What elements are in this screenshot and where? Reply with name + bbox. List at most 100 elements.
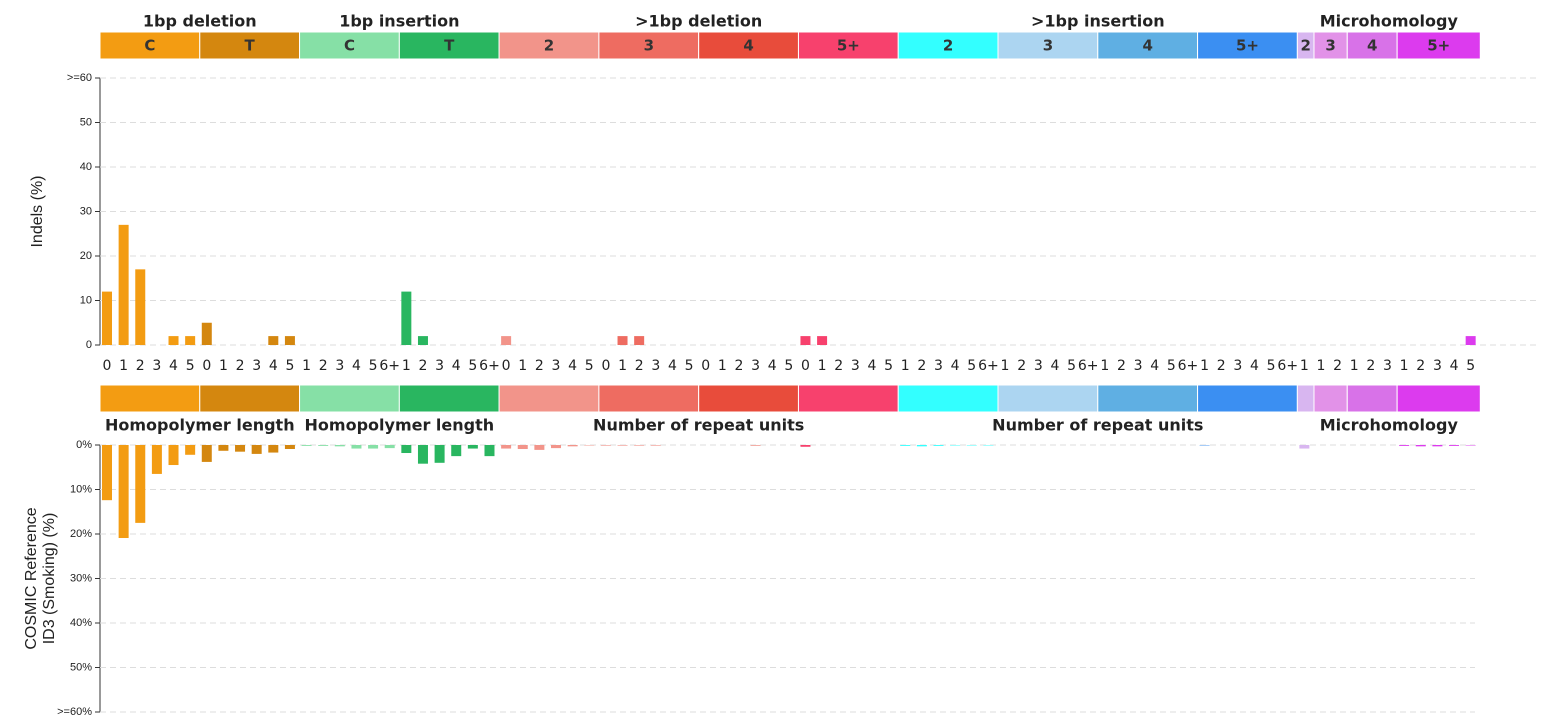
x-tick-label: 5 <box>1067 358 1076 374</box>
y-axis-label: ID3 (Smoking) (%) <box>41 513 58 645</box>
x-tick-label: 4 <box>1250 358 1259 374</box>
x-tick-label: 3 <box>1233 358 1242 374</box>
subgroup-label: 4 <box>1367 37 1377 55</box>
bar <box>634 336 645 345</box>
x-tick-label: 3 <box>1134 358 1143 374</box>
y-tick-label: >=60% <box>57 706 92 718</box>
category-band <box>498 384 600 413</box>
x-tick-label: 5 <box>967 358 976 374</box>
bar <box>517 445 528 450</box>
x-tick-label: 1 <box>618 358 627 374</box>
bar <box>1399 445 1410 446</box>
y-tick-label: 40% <box>70 617 92 629</box>
category-band <box>498 31 600 60</box>
y-tick-label: >=60 <box>67 72 92 84</box>
bar <box>201 445 212 462</box>
x-tick-label: 2 <box>1217 358 1226 374</box>
category-band <box>1197 384 1298 413</box>
x-tick-label: 5 <box>285 358 294 374</box>
category-band <box>199 31 301 60</box>
bar <box>301 445 312 446</box>
x-tick-label: 3 <box>1433 358 1442 374</box>
bar <box>551 445 562 449</box>
category-band <box>797 384 899 413</box>
x-tick-label: 5 <box>784 358 793 374</box>
subgroup-label: 5+ <box>1427 37 1450 55</box>
bar <box>933 445 944 446</box>
x-tick-label: 3 <box>1383 358 1392 374</box>
x-tick-label: 5 <box>1466 358 1475 374</box>
x-tick-label: 2 <box>136 358 145 374</box>
y-tick-label: 20% <box>70 528 92 540</box>
x-tick-label: 1 <box>1200 358 1209 374</box>
x-tick-label: 3 <box>1034 358 1043 374</box>
x-tick-label: 1 <box>518 358 527 374</box>
bar <box>102 445 112 501</box>
x-tick-label: 3 <box>335 358 344 374</box>
x-tick-label: 3 <box>851 358 860 374</box>
bar <box>284 336 295 345</box>
x-tick-label: 3 <box>435 358 444 374</box>
group-title: 1bp insertion <box>339 12 459 31</box>
subgroup-label: 5+ <box>837 37 860 55</box>
x-tick-label: 1 <box>302 358 311 374</box>
x-tick-label: 2 <box>319 358 328 374</box>
category-band <box>99 384 201 413</box>
y-tick-label: 10 <box>80 294 92 306</box>
group-title: Microhomology <box>1320 12 1459 31</box>
x-tick-label: 4 <box>768 358 777 374</box>
category-band <box>398 384 500 413</box>
bar <box>1465 336 1476 345</box>
x-tick-label: 4 <box>1150 358 1159 374</box>
y-axis-label: Indels (%) <box>29 175 46 247</box>
y-tick-label: 30 <box>80 205 92 217</box>
bar <box>318 445 329 446</box>
bar <box>268 445 279 453</box>
group-title: >1bp deletion <box>635 12 762 31</box>
bar <box>135 269 146 345</box>
bar <box>417 445 428 464</box>
bar <box>384 445 395 449</box>
group-bottom-label: Homopolymer length <box>105 416 295 435</box>
category-band <box>1313 384 1348 413</box>
x-tick-label: 2 <box>535 358 544 374</box>
x-tick-label: 2 <box>1333 358 1342 374</box>
x-tick-label: 4 <box>668 358 677 374</box>
x-tick-label: 1 <box>119 358 128 374</box>
x-tick-label: 5 <box>884 358 893 374</box>
x-tick-label: 2 <box>236 358 245 374</box>
x-tick-label: 4 <box>1450 358 1459 374</box>
subgroup-label: C <box>344 37 355 55</box>
bar <box>401 445 412 454</box>
y-tick-label: 0% <box>76 439 92 451</box>
group-title: >1bp insertion <box>1031 12 1165 31</box>
category-band <box>99 31 201 60</box>
x-tick-label: 2 <box>1366 358 1375 374</box>
bar <box>351 445 362 449</box>
category-band <box>1197 31 1298 60</box>
x-tick-label: 1 <box>1317 358 1326 374</box>
subgroup-label: T <box>444 37 455 55</box>
x-tick-label: 2 <box>834 358 843 374</box>
subgroup-label: C <box>144 37 155 55</box>
bar <box>168 445 179 466</box>
bar <box>118 224 129 345</box>
group-bottom-label: Number of repeat units <box>593 416 804 435</box>
subgroup-label: 2 <box>544 37 554 55</box>
bar <box>334 445 345 447</box>
bar <box>434 445 445 463</box>
x-tick-label: 5 <box>585 358 594 374</box>
category-band <box>598 31 700 60</box>
category-band <box>299 384 400 413</box>
group-bottom-label: Homopolymer length <box>305 416 495 435</box>
x-tick-label: 5 <box>468 358 477 374</box>
bar <box>817 336 828 345</box>
bar <box>251 445 262 454</box>
bar <box>451 445 462 457</box>
bar <box>118 445 129 539</box>
bar <box>135 445 146 523</box>
x-tick-label: 5 <box>1267 358 1276 374</box>
x-tick-label: 1 <box>718 358 727 374</box>
bar <box>235 445 246 452</box>
